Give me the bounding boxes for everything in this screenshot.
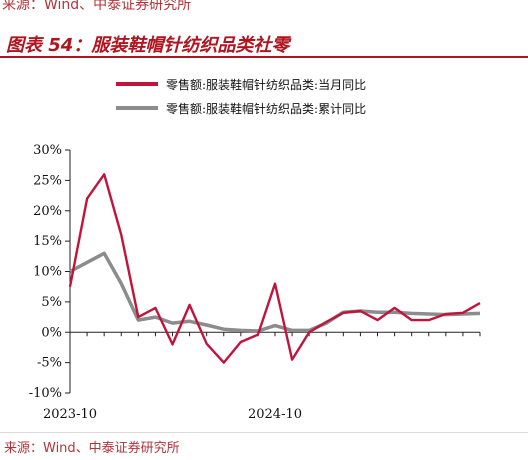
legend-item-cumulative: 零售额:服装鞋帽针纺织品类:累计同比 (116, 96, 366, 120)
y-tick-label: 5% (41, 295, 62, 310)
y-tick-label: 15% (33, 234, 62, 249)
legend-label-cumulative: 零售额:服装鞋帽针纺织品类:累计同比 (166, 101, 367, 116)
top-source-text: 来源：Wind、中泰证券研究所 (2, 0, 192, 13)
y-tick-label: 30% (33, 143, 62, 158)
legend-label-monthly: 零售额:服装鞋帽针纺织品类:当月同比 (166, 77, 367, 92)
legend-swatch-cumulative (116, 106, 158, 110)
bottom-rule (0, 432, 528, 433)
legend-swatch-monthly (116, 82, 158, 86)
y-tick-label: 10% (33, 265, 62, 280)
x-tick-label: 2024-10 (248, 407, 302, 422)
series-line-cumulative (69, 251, 481, 333)
y-tick-label: 25% (33, 173, 62, 188)
bottom-source-text: 来源：Wind、中泰证券研究所 (4, 441, 180, 456)
series-line-monthly (68, 173, 481, 364)
y-tick-label: -5% (37, 356, 62, 371)
y-tick-label: -10% (29, 386, 62, 401)
x-tick-label: 2023-10 (43, 407, 97, 422)
chart-legend: 零售额:服装鞋帽针纺织品类:当月同比 零售额:服装鞋帽针纺织品类:累计同比 (116, 72, 366, 120)
y-tick-label: 0% (41, 325, 62, 340)
legend-item-monthly: 零售额:服装鞋帽针纺织品类:当月同比 (116, 72, 366, 96)
title-rule (0, 56, 528, 58)
y-tick-label: 20% (33, 204, 62, 219)
figure-title: 图表 54：服装鞋帽针纺织品类社零 (6, 35, 290, 56)
